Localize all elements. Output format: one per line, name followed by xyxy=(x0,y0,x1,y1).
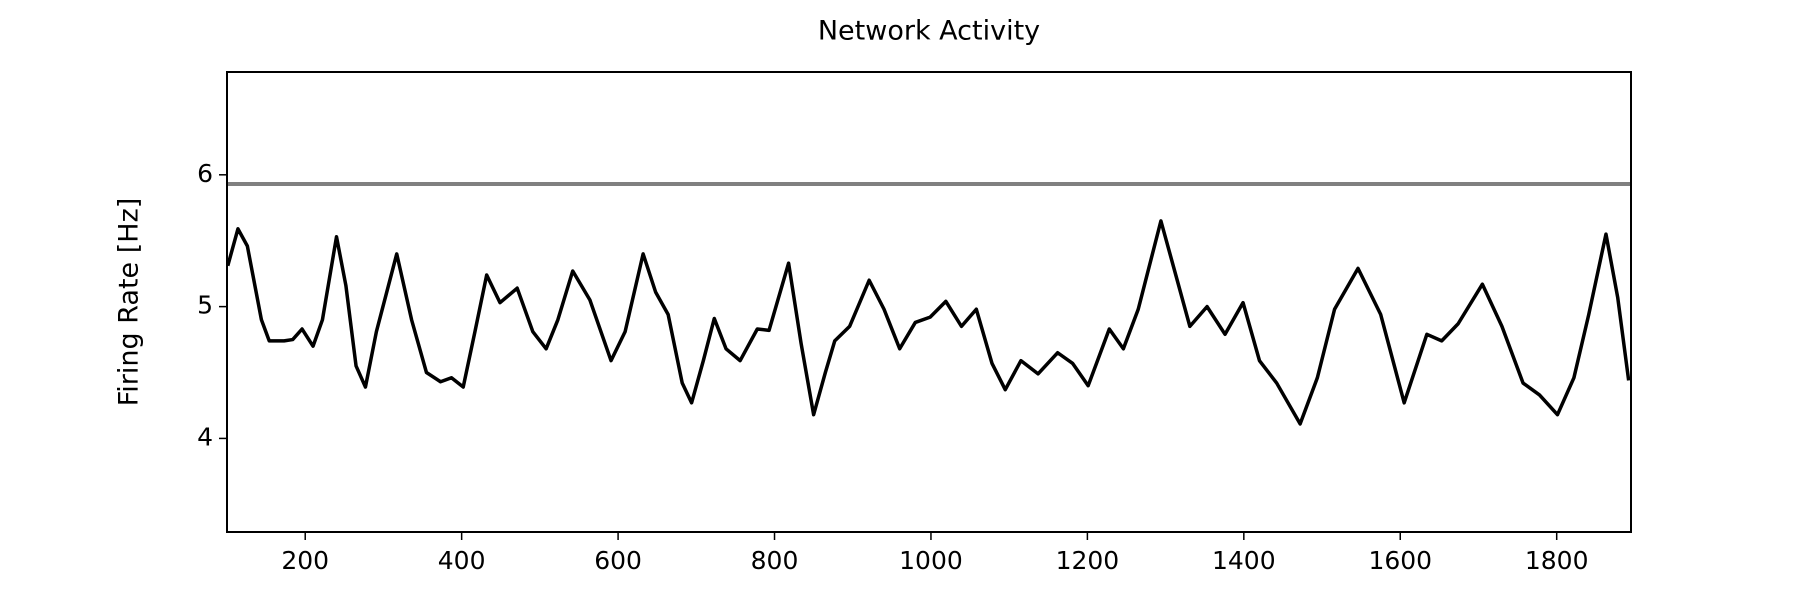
y-tick-label: 6 xyxy=(197,159,213,188)
x-tick-label: 800 xyxy=(751,546,799,575)
x-tick-label: 1600 xyxy=(1368,546,1432,575)
x-tick-label: 600 xyxy=(594,546,642,575)
chart-title: Network Activity xyxy=(818,16,1040,47)
x-tick-label: 200 xyxy=(281,546,329,575)
x-tick-label: 1800 xyxy=(1525,546,1589,575)
x-tick-label: 400 xyxy=(438,546,486,575)
x-tick-label: 1200 xyxy=(1056,546,1120,575)
x-tick-label: 1400 xyxy=(1212,546,1276,575)
plot-frame xyxy=(226,71,1632,533)
data-line xyxy=(226,219,1631,426)
y-axis-label: Firing Rate [Hz] xyxy=(114,198,145,407)
y-tick-label: 4 xyxy=(197,422,213,451)
y-tick-label: 5 xyxy=(197,291,213,320)
x-tick-label: 1000 xyxy=(899,546,963,575)
